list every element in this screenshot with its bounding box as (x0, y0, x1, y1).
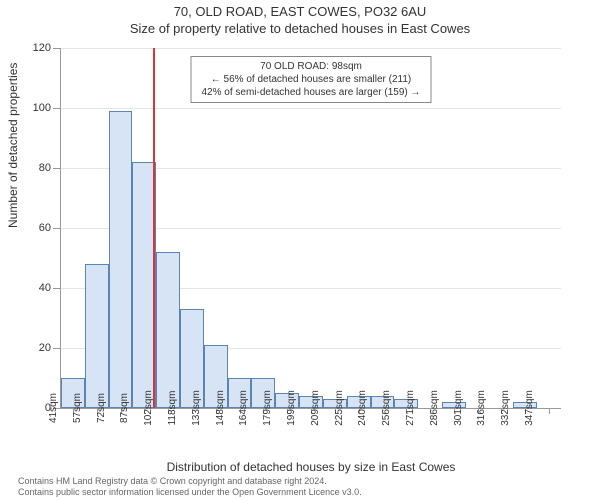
annotation-line: 70 OLD ROAD: 98sqm (201, 60, 420, 73)
annotation-line: ← 56% of detached houses are smaller (21… (201, 73, 420, 86)
x-tick-label: 286sqm (429, 378, 440, 438)
y-tick-label: 120 (21, 42, 51, 54)
y-tick (53, 48, 61, 49)
y-tick-label: 40 (21, 282, 51, 294)
x-tick-label: 118sqm (167, 378, 178, 438)
x-tick-label: 316sqm (476, 378, 487, 438)
x-tick-label: 87sqm (119, 378, 130, 438)
y-tick-label: 0 (21, 402, 51, 414)
x-tick-label: 347sqm (524, 378, 535, 438)
x-tick-label: 271sqm (405, 378, 416, 438)
footer-attribution: Contains HM Land Registry data © Crown c… (18, 476, 590, 498)
x-tick-label: 179sqm (262, 378, 273, 438)
x-tick-label: 256sqm (381, 378, 392, 438)
y-tick-label: 80 (21, 162, 51, 174)
x-tick-label: 133sqm (191, 378, 202, 438)
page-subtitle: Size of property relative to detached ho… (0, 21, 600, 38)
x-tick-label: 164sqm (238, 378, 249, 438)
x-tick-label: 332sqm (500, 378, 511, 438)
x-tick-label: 41sqm (48, 378, 59, 438)
y-tick (53, 168, 61, 169)
y-tick (53, 228, 61, 229)
footer-line: Contains HM Land Registry data © Crown c… (18, 476, 590, 487)
x-tick-label: 240sqm (357, 378, 368, 438)
x-tick-label: 72sqm (96, 378, 107, 438)
page-address: 70, OLD ROAD, EAST COWES, PO32 6AU (0, 4, 600, 21)
y-tick-label: 60 (21, 222, 51, 234)
grid-line (61, 108, 561, 109)
footer-line: Contains public sector information licen… (18, 487, 590, 498)
x-tick-label: 199sqm (286, 378, 297, 438)
y-tick (53, 288, 61, 289)
x-tick (549, 408, 550, 414)
grid-line (61, 48, 561, 49)
x-tick-label: 148sqm (215, 378, 226, 438)
y-tick (53, 348, 61, 349)
histogram-bar (109, 111, 133, 408)
x-axis-label: Distribution of detached houses by size … (61, 460, 561, 474)
reference-line (153, 48, 155, 408)
x-tick-label: 209sqm (310, 378, 321, 438)
y-axis-label: Number of detached properties (6, 63, 20, 228)
y-tick-label: 100 (21, 102, 51, 114)
x-tick-label: 301sqm (453, 378, 464, 438)
annotation-line: 42% of semi-detached houses are larger (… (201, 86, 420, 99)
reference-annotation-box: 70 OLD ROAD: 98sqm ← 56% of detached hou… (190, 56, 431, 103)
x-tick-label: 225sqm (334, 378, 345, 438)
histogram-plot-area: 70 OLD ROAD: 98sqm ← 56% of detached hou… (60, 48, 561, 409)
y-tick-label: 20 (21, 342, 51, 354)
y-tick (53, 108, 61, 109)
x-tick-label: 57sqm (72, 378, 83, 438)
